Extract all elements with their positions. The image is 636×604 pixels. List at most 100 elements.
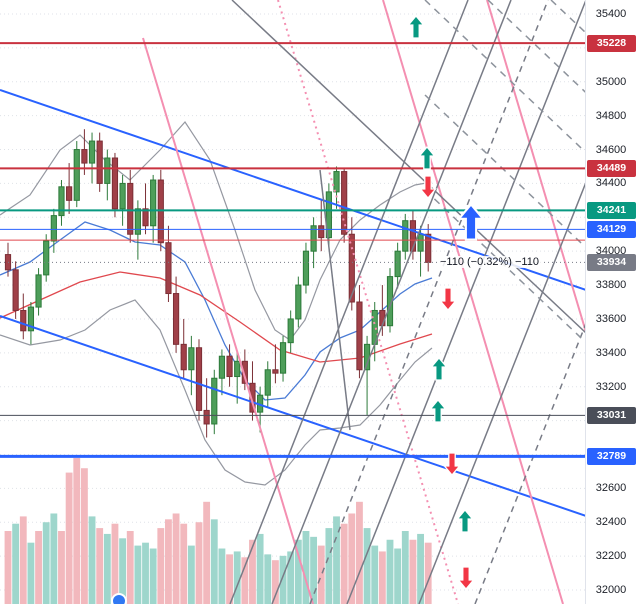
trendline[interactable]: [424, 0, 636, 201]
trendline[interactable]: [346, 0, 587, 604]
candle-body: [249, 382, 256, 413]
bollinger-upper-curve: [0, 121, 433, 341]
down-arrow-annotation[interactable]: [439, 287, 457, 312]
volume-bar: [142, 542, 149, 604]
volume-bar: [218, 548, 226, 604]
down-arrow-annotation[interactable]: [443, 452, 461, 477]
volume-bar: [340, 523, 348, 604]
volume-bar: [65, 472, 73, 604]
candle-body: [104, 157, 111, 184]
down-arrow-annotation[interactable]: [457, 566, 475, 591]
candle-body: [318, 225, 325, 239]
volume-bar: [180, 523, 188, 604]
up-arrow-annotation[interactable]: [430, 356, 448, 381]
volume-bar: [210, 519, 218, 604]
trendline[interactable]: [0, 89, 636, 308]
candle-body: [188, 347, 195, 371]
trendline[interactable]: [229, 0, 469, 604]
axis-tick-label: 32600: [595, 482, 627, 495]
axis-tick-label: 33200: [595, 380, 627, 393]
candle-body: [150, 179, 157, 227]
axis-tick-label: 35400: [595, 8, 627, 20]
volume-bar: [378, 551, 386, 604]
price-badge: 34129: [587, 220, 636, 238]
candle-body: [325, 191, 332, 239]
axis-tick-label: 34600: [595, 143, 627, 156]
volume-bar: [317, 545, 325, 604]
trendline[interactable]: [382, 0, 564, 604]
candle-body: [295, 284, 302, 320]
volume-bar: [409, 539, 417, 604]
price-badge: 34241: [587, 201, 636, 219]
volume-bar: [241, 557, 249, 604]
candle-body: [211, 377, 218, 425]
candle-body: [119, 182, 126, 210]
trendline[interactable]: [0, 315, 636, 534]
volume-bar: [134, 545, 142, 604]
candle-body: [172, 293, 180, 345]
candle-body: [363, 343, 371, 371]
trendline[interactable]: [142, 37, 314, 604]
candle-body: [203, 409, 210, 425]
volume-bar: [58, 531, 65, 604]
axis-tick-label: 32000: [595, 584, 627, 596]
trendline[interactable]: [277, 0, 459, 604]
axis-tick-label: 34800: [595, 109, 627, 122]
bollinger-lower-curve: [0, 299, 433, 486]
volume-bar: [386, 539, 394, 604]
candle-body: [356, 301, 363, 371]
watermark-icon[interactable]: [111, 593, 127, 604]
candle-body: [20, 309, 27, 332]
trendline[interactable]: [424, 189, 636, 391]
candle-body: [402, 220, 409, 252]
up-arrow-annotation[interactable]: [429, 398, 447, 423]
current-price-badge: 33934: [587, 253, 636, 271]
volume-bar: [172, 513, 180, 604]
trendline[interactable]: [319, 169, 351, 431]
volume-bar: [264, 554, 272, 604]
up-arrow-annotation[interactable]: [407, 14, 425, 39]
down-arrow-annotation[interactable]: [419, 175, 437, 200]
up-arrow-annotation[interactable]: [456, 508, 474, 533]
volume-bar: [195, 522, 203, 604]
volume-bar: [42, 522, 50, 604]
candle-body: [348, 233, 355, 303]
volume-bar: [149, 548, 157, 604]
volume-bar: [103, 533, 111, 604]
volume-bar: [363, 528, 371, 604]
candle-body: [417, 233, 424, 252]
candle-body: [241, 360, 248, 384]
up-arrow-annotation[interactable]: [418, 145, 436, 170]
trendline[interactable]: [271, 0, 512, 604]
price-axis[interactable]: 35400 35000 34800 34600 34400 34000 33800 33600…: [585, 0, 636, 604]
change-label: −110 (−0.32%) −110: [437, 256, 542, 268]
candle-body: [73, 149, 80, 201]
candle-body: [58, 186, 65, 217]
volume-bar: [401, 531, 409, 604]
candle-body: [425, 233, 432, 263]
volume-bar: [333, 516, 340, 604]
candle-body: [111, 157, 119, 210]
volume-bar: [187, 545, 195, 604]
candle-body: [43, 240, 50, 276]
axis-tick-label: 34400: [595, 177, 627, 190]
candle-body: [134, 208, 141, 235]
volume-bar: [119, 538, 127, 604]
volume-bar: [27, 542, 35, 604]
candle-body: [394, 250, 401, 278]
candle-body: [142, 208, 149, 227]
price-badge: 34489: [587, 159, 636, 177]
volume-bar: [226, 554, 233, 604]
candle-body: [165, 242, 172, 295]
price-badge: 33031: [587, 406, 636, 424]
volume-bar: [271, 560, 279, 604]
trendline[interactable]: [424, 94, 636, 296]
axis-tick-label: 32200: [595, 550, 627, 563]
trendline[interactable]: [309, 0, 549, 604]
up-arrow-annotation[interactable]: [456, 202, 486, 241]
candle-body: [272, 369, 279, 374]
candle-body: [35, 274, 42, 308]
candle-body: [287, 318, 294, 344]
